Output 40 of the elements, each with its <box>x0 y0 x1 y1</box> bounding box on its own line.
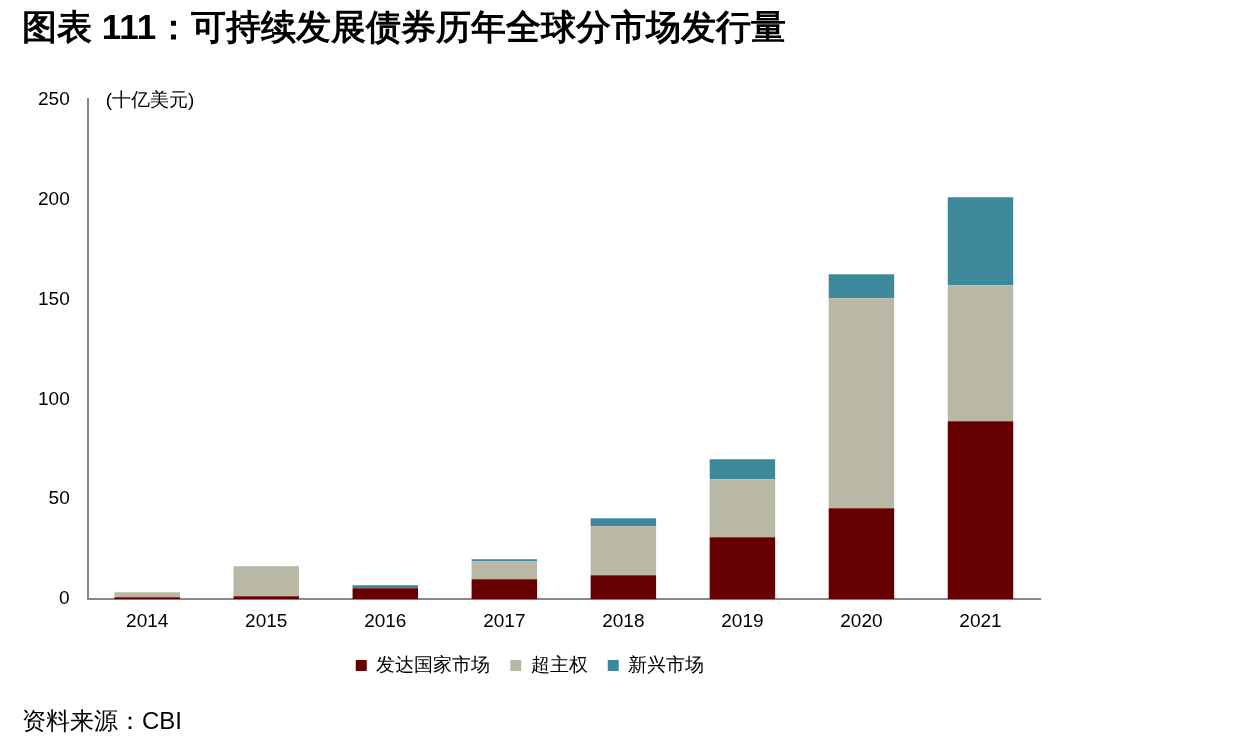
x-tick-label: 2017 <box>483 609 526 631</box>
bar <box>947 197 1014 286</box>
bar <box>352 588 419 600</box>
x-tick-label: 2014 <box>126 609 169 631</box>
y-axis-title: (十亿美元) <box>105 89 195 111</box>
bar <box>590 575 657 600</box>
bar <box>590 518 657 527</box>
bar <box>709 537 776 600</box>
bar <box>947 421 1014 600</box>
x-tick-label: 2020 <box>840 609 883 631</box>
bar <box>709 459 776 480</box>
bar <box>828 298 895 509</box>
y-tick-label: 50 <box>48 487 70 509</box>
legend-label: 发达国家市场 <box>376 653 491 675</box>
y-tick-label: 0 <box>59 587 70 609</box>
legend-label: 新兴市场 <box>628 653 705 675</box>
bar <box>114 592 180 598</box>
y-tick-label: 150 <box>38 287 70 309</box>
bar <box>709 479 776 538</box>
chart-title: 图表 111：可持续发展债券历年全球分市场发行量 <box>22 6 787 48</box>
bar <box>947 285 1014 422</box>
bar <box>114 597 180 600</box>
bar <box>471 561 538 580</box>
x-tick-label: 2019 <box>721 609 764 631</box>
y-tick-label: 200 <box>38 187 70 209</box>
bar <box>233 566 299 597</box>
bar <box>352 585 419 589</box>
bar <box>828 508 895 600</box>
bar <box>590 526 657 576</box>
x-tick-label: 2018 <box>602 609 645 631</box>
x-tick-label: 2021 <box>959 609 1002 631</box>
y-tick-label: 250 <box>38 87 70 109</box>
y-tick-label: 100 <box>38 387 70 409</box>
bar <box>471 579 538 600</box>
bar <box>233 596 299 600</box>
legend-label: 超主权 <box>530 653 588 675</box>
x-tick-label: 2016 <box>364 609 407 631</box>
x-tick-label: 2015 <box>245 609 288 631</box>
bar <box>828 274 895 299</box>
text: 资料来源：CBI <box>22 706 183 736</box>
